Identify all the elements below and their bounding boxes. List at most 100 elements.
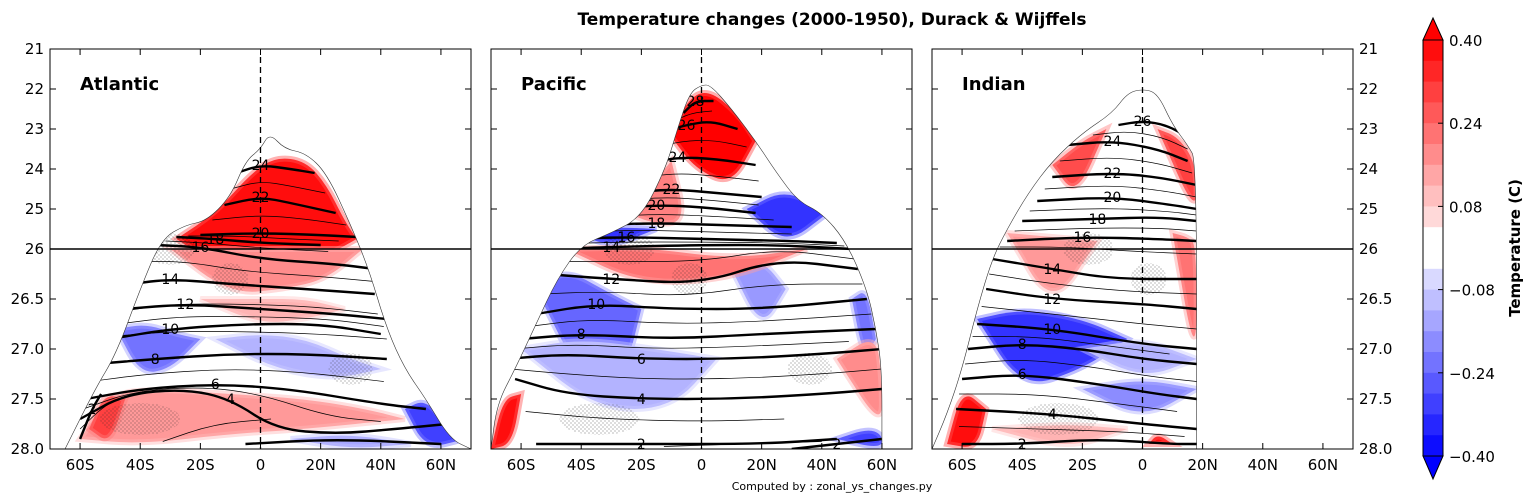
contour-thin [162,418,272,442]
contour-thin [1092,131,1188,150]
contour-thin [965,360,1197,382]
contour-thick [1067,141,1189,163]
contour-label: 6 [1018,367,1027,383]
x-tick-label: 20N [305,456,335,474]
section-outline [490,84,883,450]
contour-label: 16 [617,230,635,246]
contour-label: 12 [176,297,194,313]
anomaly-patch [1072,378,1197,415]
y-tick-label: 22 [1359,80,1378,98]
y-tick-label: 26.5 [11,290,44,308]
contour-thick [1052,172,1197,187]
y-tick-label: 27.0 [11,340,44,358]
contour-label: 18 [647,216,665,232]
colorbar-segment [1423,248,1443,270]
contour-label: 2 [88,402,97,418]
x-tick-label: 0 [697,456,707,474]
x-tick-label: 20N [1187,456,1217,474]
contour-thin [1044,185,1197,198]
contour-label: 8 [151,352,160,368]
contour-label: 14 [161,272,179,288]
contour-label: 24 [252,158,270,174]
contour-thick [200,232,357,239]
contour-label: 6 [637,352,646,368]
colorbar-extend-bottom [1422,455,1444,481]
contour-label: 18 [206,232,224,248]
colorbar-tick-label: 0.08 [1449,198,1482,216]
contour-thick [85,384,427,411]
contour-label: 26 [678,118,696,134]
colorbar-segment [1423,164,1443,187]
contour-thick [155,243,375,271]
section-outline [931,89,1197,450]
contour-thick [514,377,882,401]
y-tick-label: 21 [25,40,44,58]
colorbar-segment [1423,206,1443,228]
contour-label: 14 [602,240,620,256]
contour-thin [90,369,384,382]
contour-thin [212,215,347,226]
contour-thick [505,347,882,361]
contour-thick [977,322,1197,351]
contour-thick [176,235,321,247]
x-tick-label: 20N [746,456,776,474]
contour-label: 24 [669,150,687,166]
contour-label: 22 [663,182,681,198]
contour-label: 4 [637,392,646,408]
x-tick-label: 60S [507,456,536,474]
contour-thick [1022,216,1197,223]
y-tick-label: 28.0 [11,440,44,458]
contour-thick [1037,197,1197,211]
contour-thin [82,387,381,422]
y-tick-label: 23 [1359,120,1378,138]
x-tick-label: 20S [1068,456,1097,474]
contour-thick [545,261,859,284]
colorbar-segment [1423,310,1443,332]
significance-stipple [559,403,640,435]
colorbar-segment [1423,331,1443,353]
contour-thin [1059,157,1193,174]
colorbar-tick-label: −0.08 [1449,282,1495,300]
colorbar-segment [1423,102,1443,124]
colorbar-segment [1423,227,1443,249]
panel-title: Atlantic [80,74,159,95]
y-tick-label: 26 [25,240,44,258]
contour-thick [985,287,1197,311]
contour-label: 12 [602,272,620,288]
chart-title: Temperature changes (2000-1950), Durack … [577,10,1086,30]
colorbar-tick-label: 0.24 [1449,115,1482,133]
contour-label: 12 [1043,292,1061,308]
significance-stipple [100,403,181,435]
contour-label: 18 [1088,212,1106,228]
colorbar-segment [1423,372,1443,395]
contour-thin [999,246,1197,255]
x-tick-label: 60S [66,456,95,474]
contour-thin [230,182,326,194]
contour-label: 22 [1104,166,1122,182]
x-tick-label: 0 [1138,456,1148,474]
contour-thin [188,235,339,242]
contour-thick [991,257,1197,281]
colorbar-segment [1423,289,1443,311]
colorbar-frame [1422,39,1444,457]
x-tick-label: 60N [1308,456,1338,474]
colorbar-segment [1423,144,1443,166]
contour-thin [510,368,882,380]
y-tick-label: 27.5 [1359,390,1392,408]
contour-thin [959,393,1178,412]
colorbar-segment [1423,81,1443,103]
x-tick-label: 60S [948,456,977,474]
y-tick-label: 21 [1359,40,1378,58]
anomaly-patch [825,427,882,449]
section-outline [64,136,472,450]
colorbar: 0.40 0.24 0.08 −0.08 −0.24 −0.40 Temperature (… [1422,16,1524,481]
contour-thin [972,336,1170,355]
contour-label: 24 [1104,134,1122,150]
contour-thick [967,344,1197,366]
contour-thick [536,437,837,446]
contour-label: 16 [1073,230,1091,246]
